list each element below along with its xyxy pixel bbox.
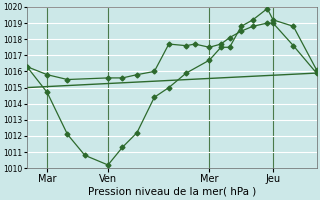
X-axis label: Pression niveau de la mer( hPa ): Pression niveau de la mer( hPa ) xyxy=(88,187,256,197)
